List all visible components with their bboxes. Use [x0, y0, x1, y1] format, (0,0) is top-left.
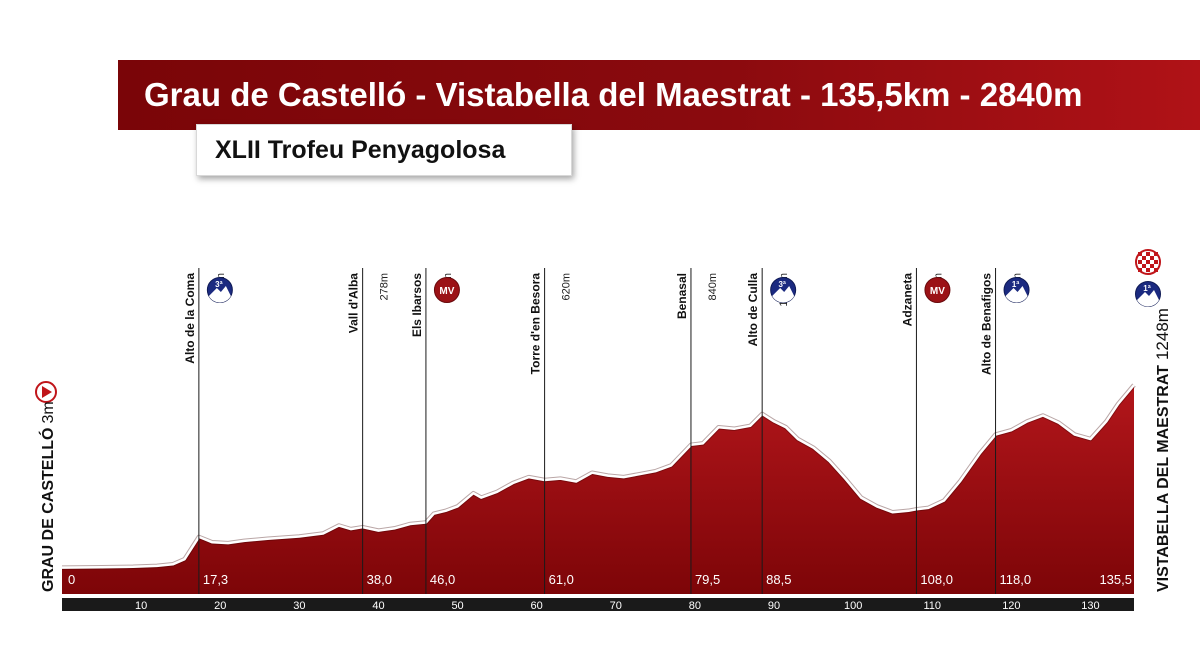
km-tick-label: 80	[689, 600, 701, 612]
checkered-square	[1154, 268, 1158, 272]
point-altitude-label: 620m	[561, 273, 573, 301]
mountain-shape	[208, 286, 231, 303]
km-label: 17,3	[203, 572, 228, 587]
start-label: GRAU DE CASTELLÓ 3m	[38, 401, 57, 592]
km-tick-label: 40	[372, 600, 384, 612]
finish-name: VISTABELLA DEL MAESTRAT	[1155, 365, 1172, 592]
mountain-shape	[1005, 286, 1028, 303]
badge-category-label: 3ª	[215, 280, 222, 289]
point-name-label: Torre d'en Besora	[529, 273, 543, 375]
km-tick-label: 10	[135, 600, 147, 612]
badge-category-label: 1ª	[1012, 280, 1019, 289]
checkered-flag-icon	[1135, 249, 1161, 275]
km-tick-label: 50	[451, 600, 463, 612]
checkered-square	[1142, 256, 1146, 260]
point-name-label: Adzaneta	[900, 273, 914, 327]
badge-circle	[433, 277, 460, 303]
km-label: 118,0	[1000, 572, 1032, 587]
km-label: 46,0	[430, 572, 455, 587]
point-name-label: Alto de Benafigos	[980, 273, 994, 375]
checkered-square	[1138, 260, 1142, 264]
km-label: 88,5	[766, 572, 791, 587]
km-label: 79,5	[695, 572, 720, 587]
climb-category-icon: 1ª	[1003, 277, 1030, 303]
checkered-square	[1138, 252, 1142, 256]
mountain-shape	[1137, 290, 1159, 307]
point-name-label: Vall d'Alba	[347, 273, 361, 334]
climb-category-icon: 3ª	[206, 277, 233, 303]
category-1-climb-icon: 1ª	[1135, 281, 1161, 307]
km-tick-label: 70	[610, 600, 622, 612]
finish-label: VISTABELLA DEL MAESTRAT 1248m	[1153, 308, 1172, 592]
start-triangle-icon	[42, 386, 52, 398]
km-label: 61,0	[549, 572, 574, 587]
start-name: GRAU DE CASTELLÓ	[38, 428, 57, 592]
km-label-finish: 135,5	[1099, 572, 1132, 587]
checkered-square	[1150, 264, 1154, 268]
point-name-label: Alto de Culla	[746, 273, 760, 347]
page-title: Grau de Castelló - Vistabella del Maestr…	[144, 76, 1083, 113]
point-name-label: Els Ibarsos	[410, 273, 424, 337]
km-tick-label: 100	[844, 600, 862, 612]
start-altitude: 3m	[40, 401, 57, 423]
km-tick-label: 120	[1002, 600, 1020, 612]
badge-category-label: 1ª	[1143, 284, 1150, 293]
point-altitude-label: 278m	[379, 273, 391, 301]
km-label: 38,0	[367, 572, 392, 587]
checkered-square	[1146, 268, 1150, 272]
checkered-square	[1146, 260, 1150, 264]
climb-category-icon: 3ª	[770, 277, 797, 303]
checkered-square	[1150, 256, 1154, 260]
title-banner: Grau de Castelló - Vistabella del Maestr…	[118, 60, 1200, 130]
start-marker	[35, 381, 57, 403]
km-tick-label: 20	[214, 600, 226, 612]
km-axis-bar	[62, 598, 1134, 611]
point-altitude-label: 840m	[707, 273, 719, 301]
mv-sprint-icon: MV	[433, 277, 460, 303]
checkered-square	[1146, 252, 1150, 256]
point-name-label: Benasal	[675, 273, 689, 319]
mv-sprint-icon: MV	[924, 277, 951, 303]
checkered-square	[1154, 252, 1158, 256]
badge-category-label: 3ª	[778, 280, 785, 289]
km-tick-label: 30	[293, 600, 305, 612]
profile-outline	[61, 384, 1135, 569]
mountain-shape	[772, 286, 795, 303]
km-label-start: 0	[68, 572, 75, 587]
km-tick-label: 110	[923, 600, 941, 612]
badge-mv-label: MV	[930, 286, 945, 297]
checkered-square	[1142, 264, 1146, 268]
checkered-square	[1154, 260, 1158, 264]
race-name: XLII Trofeu Penyagolosa	[215, 136, 506, 164]
subtitle-box: XLII Trofeu Penyagolosa	[196, 124, 572, 176]
badge-mv-label: MV	[439, 286, 454, 297]
profile-area	[62, 385, 1134, 594]
point-name-label: Alto de la Coma	[183, 273, 197, 364]
km-tick-label: 130	[1081, 600, 1099, 612]
badge-circle	[924, 277, 951, 303]
checkered-square	[1138, 268, 1142, 272]
km-tick-label: 90	[768, 600, 780, 612]
km-axis-background	[62, 598, 1134, 611]
finish-altitude: 1248m	[1153, 308, 1172, 360]
km-tick-label: 60	[531, 600, 543, 612]
km-label: 108,0	[920, 572, 953, 587]
